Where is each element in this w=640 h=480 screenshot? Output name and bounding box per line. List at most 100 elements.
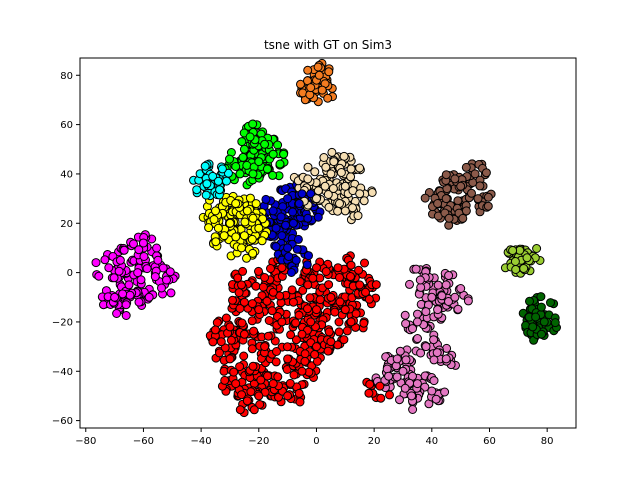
- cluster-texture-dot: [221, 313, 231, 323]
- cluster-texture-dot: [200, 161, 210, 171]
- cluster-texture-dot: [416, 348, 426, 358]
- cluster-texture-dot: [263, 331, 273, 341]
- cluster-texture-dot: [401, 319, 411, 329]
- cluster-texture-dot: [249, 405, 259, 415]
- cluster-texture-dot: [192, 185, 202, 195]
- cluster-texture-dot: [212, 318, 222, 328]
- cluster-texture-dot: [324, 327, 334, 337]
- cluster-texture-dot: [334, 327, 344, 337]
- cluster-texture-dot: [313, 212, 323, 222]
- cluster-texture-dot: [346, 272, 355, 281]
- cluster-texture-dot: [287, 285, 297, 295]
- cluster-texture-dot: [355, 163, 365, 173]
- data-point: [242, 206, 252, 216]
- cluster-texture-dot: [289, 370, 299, 380]
- y-tick-label: 40: [60, 169, 73, 180]
- data-point: [297, 329, 307, 339]
- data-point: [326, 169, 336, 179]
- cluster-texture-dot: [294, 310, 304, 320]
- data-point: [473, 194, 483, 204]
- data-point: [153, 255, 163, 265]
- cluster-texture-dot: [463, 296, 473, 306]
- cluster-texture-dot: [444, 271, 454, 280]
- data-point: [271, 223, 281, 233]
- cluster-texture-dot: [511, 265, 521, 274]
- data-point: [277, 231, 287, 241]
- cluster-texture-dot: [262, 296, 272, 306]
- data-point: [340, 181, 350, 191]
- cluster-texture-dot: [222, 176, 231, 186]
- data-point: [528, 322, 538, 332]
- data-point: [237, 243, 246, 253]
- cluster-texture-dot: [532, 244, 542, 253]
- cluster-texture-dot: [118, 289, 128, 299]
- cluster-texture-dot: [365, 379, 375, 389]
- data-point: [320, 181, 330, 191]
- data-point: [539, 317, 549, 327]
- cluster-texture-dot: [235, 362, 245, 372]
- cluster-texture-dot: [251, 281, 261, 291]
- cluster-texture-dot: [272, 347, 281, 356]
- cluster-texture-dot: [165, 267, 175, 277]
- cluster-texture-dot: [421, 307, 431, 317]
- cluster-texture-dot: [392, 372, 402, 382]
- cluster-texture-dot: [546, 298, 555, 308]
- cluster-texture-dot: [334, 317, 344, 327]
- data-point: [340, 305, 350, 315]
- cluster-texture-dot: [395, 346, 405, 356]
- cluster-texture-dot: [281, 220, 291, 230]
- data-point: [398, 366, 408, 376]
- y-tick-label: 60: [60, 120, 73, 131]
- data-point: [361, 287, 370, 297]
- y-tick-label: −20: [52, 317, 73, 328]
- data-point: [121, 300, 131, 310]
- cluster-texture-dot: [408, 324, 417, 334]
- cluster-texture-dot: [267, 306, 277, 316]
- data-point: [384, 371, 394, 381]
- data-point: [110, 292, 120, 302]
- data-point: [536, 302, 546, 312]
- data-point: [450, 292, 460, 302]
- cluster-texture-dot: [291, 318, 301, 328]
- cluster-texture-dot: [303, 65, 313, 75]
- cluster-texture-dot: [405, 279, 414, 289]
- cluster-texture-dot: [367, 188, 377, 197]
- data-point: [144, 292, 154, 302]
- cluster-texture-dot: [519, 264, 529, 273]
- cluster-texture-dot: [264, 316, 274, 325]
- data-point: [346, 164, 356, 174]
- cluster-texture-dot: [215, 185, 225, 195]
- data-point: [317, 85, 327, 95]
- data-point: [216, 337, 226, 347]
- cluster-texture-dot: [313, 62, 323, 72]
- cluster-texture-dot: [157, 283, 166, 293]
- cluster-texture-dot: [215, 348, 224, 358]
- cluster-texture-dot: [248, 248, 258, 258]
- cluster-texture-dot: [94, 271, 104, 281]
- data-point: [283, 391, 293, 401]
- data-point: [291, 255, 301, 265]
- cluster-texture-dot: [300, 349, 310, 359]
- cluster-texture-dot: [251, 199, 261, 209]
- data-point: [288, 297, 298, 307]
- cluster-texture-dot: [324, 280, 334, 290]
- data-point: [208, 171, 218, 181]
- cluster-texture-dot: [112, 309, 122, 318]
- cluster-texture-dot: [201, 190, 211, 200]
- data-point: [239, 144, 249, 154]
- x-tick-label: −60: [133, 436, 154, 447]
- cluster-texture-dot: [359, 196, 369, 206]
- data-point: [306, 317, 316, 327]
- cluster-texture-dot: [429, 355, 439, 365]
- data-point: [326, 292, 336, 302]
- cluster-texture-dot: [453, 196, 463, 206]
- x-tick-label: −20: [248, 436, 269, 447]
- data-point: [283, 243, 293, 253]
- cluster-texture-dot: [255, 400, 265, 409]
- cluster-texture-dot: [211, 237, 221, 247]
- cluster-texture-dot: [136, 275, 146, 285]
- data-point: [335, 273, 344, 282]
- cluster-texture-dot: [461, 162, 471, 172]
- data-point: [133, 268, 143, 278]
- cluster-texture-dot: [336, 168, 346, 177]
